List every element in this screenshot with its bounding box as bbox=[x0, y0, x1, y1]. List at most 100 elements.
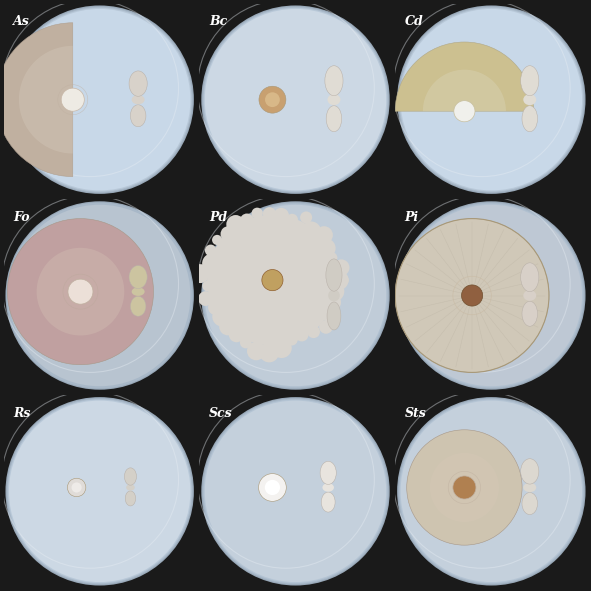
Circle shape bbox=[204, 204, 387, 387]
Circle shape bbox=[397, 202, 586, 389]
Circle shape bbox=[271, 338, 292, 358]
Circle shape bbox=[9, 9, 190, 190]
Circle shape bbox=[286, 214, 298, 226]
Circle shape bbox=[259, 473, 286, 501]
Circle shape bbox=[395, 219, 549, 372]
Circle shape bbox=[8, 400, 191, 583]
Circle shape bbox=[207, 215, 338, 346]
Circle shape bbox=[7, 7, 193, 193]
Ellipse shape bbox=[328, 290, 340, 301]
Circle shape bbox=[320, 306, 336, 322]
Circle shape bbox=[398, 203, 584, 388]
Circle shape bbox=[319, 320, 333, 334]
Circle shape bbox=[8, 203, 191, 388]
Ellipse shape bbox=[131, 105, 146, 126]
Circle shape bbox=[247, 342, 265, 361]
Ellipse shape bbox=[322, 492, 335, 512]
Circle shape bbox=[252, 207, 263, 219]
Circle shape bbox=[68, 279, 93, 304]
Text: Fo: Fo bbox=[13, 211, 30, 224]
Wedge shape bbox=[19, 46, 73, 154]
Circle shape bbox=[259, 342, 279, 362]
Text: Pd: Pd bbox=[209, 211, 227, 224]
Circle shape bbox=[61, 88, 85, 111]
Circle shape bbox=[8, 8, 191, 191]
Circle shape bbox=[5, 397, 194, 586]
Circle shape bbox=[454, 100, 475, 122]
Circle shape bbox=[67, 478, 86, 496]
Circle shape bbox=[7, 398, 193, 584]
Circle shape bbox=[5, 202, 194, 389]
Text: Scs: Scs bbox=[209, 407, 233, 420]
Circle shape bbox=[397, 5, 586, 194]
Circle shape bbox=[7, 203, 193, 388]
Circle shape bbox=[8, 219, 154, 365]
Circle shape bbox=[204, 9, 387, 190]
Wedge shape bbox=[0, 23, 73, 177]
Ellipse shape bbox=[522, 301, 538, 326]
Ellipse shape bbox=[131, 296, 146, 316]
Circle shape bbox=[273, 208, 289, 223]
Ellipse shape bbox=[521, 459, 539, 484]
Circle shape bbox=[204, 401, 387, 582]
Ellipse shape bbox=[327, 94, 340, 105]
Circle shape bbox=[203, 7, 388, 193]
Circle shape bbox=[337, 274, 349, 286]
Circle shape bbox=[9, 401, 190, 582]
Circle shape bbox=[202, 254, 223, 274]
Circle shape bbox=[205, 245, 216, 256]
Circle shape bbox=[398, 7, 584, 193]
Ellipse shape bbox=[132, 287, 145, 296]
Circle shape bbox=[203, 400, 388, 583]
Circle shape bbox=[316, 238, 336, 258]
Circle shape bbox=[430, 453, 499, 522]
Text: Cd: Cd bbox=[405, 15, 424, 28]
Circle shape bbox=[220, 226, 236, 242]
Circle shape bbox=[315, 226, 333, 244]
Circle shape bbox=[212, 307, 232, 327]
Circle shape bbox=[226, 215, 245, 233]
Text: As: As bbox=[13, 15, 30, 28]
Circle shape bbox=[453, 476, 476, 499]
Circle shape bbox=[203, 203, 388, 388]
Circle shape bbox=[190, 264, 210, 283]
Ellipse shape bbox=[326, 106, 342, 132]
Ellipse shape bbox=[124, 468, 137, 485]
Ellipse shape bbox=[323, 483, 334, 492]
Circle shape bbox=[259, 86, 286, 113]
Ellipse shape bbox=[521, 263, 539, 291]
Circle shape bbox=[401, 204, 582, 387]
Circle shape bbox=[397, 397, 586, 586]
Circle shape bbox=[240, 337, 252, 348]
Circle shape bbox=[400, 400, 583, 583]
Ellipse shape bbox=[522, 106, 538, 132]
Circle shape bbox=[400, 203, 583, 388]
Circle shape bbox=[202, 281, 213, 291]
Circle shape bbox=[400, 8, 583, 191]
Ellipse shape bbox=[129, 71, 147, 96]
Circle shape bbox=[323, 281, 345, 302]
Circle shape bbox=[262, 269, 283, 291]
Circle shape bbox=[72, 482, 82, 492]
Circle shape bbox=[203, 203, 388, 388]
Circle shape bbox=[307, 326, 320, 338]
Circle shape bbox=[208, 300, 223, 315]
Text: Sts: Sts bbox=[405, 407, 427, 420]
Circle shape bbox=[286, 334, 298, 346]
Circle shape bbox=[229, 327, 244, 342]
Wedge shape bbox=[395, 42, 534, 111]
Circle shape bbox=[328, 270, 349, 290]
Wedge shape bbox=[423, 70, 506, 111]
Ellipse shape bbox=[523, 94, 536, 105]
Circle shape bbox=[202, 5, 389, 194]
Ellipse shape bbox=[129, 265, 147, 288]
Ellipse shape bbox=[132, 95, 145, 105]
Circle shape bbox=[203, 8, 388, 191]
Circle shape bbox=[401, 9, 582, 190]
Circle shape bbox=[37, 248, 124, 336]
Circle shape bbox=[295, 328, 309, 342]
Circle shape bbox=[212, 235, 222, 245]
Ellipse shape bbox=[327, 302, 341, 330]
Circle shape bbox=[9, 204, 190, 387]
Ellipse shape bbox=[126, 484, 135, 491]
